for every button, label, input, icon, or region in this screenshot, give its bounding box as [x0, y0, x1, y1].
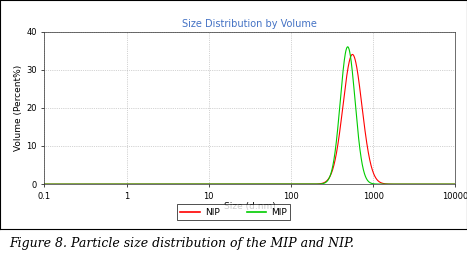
- NIP: [88, 183, 94, 186]
- MIP: [42, 183, 47, 186]
- NIP: [400, 183, 406, 186]
- MIP: [113, 183, 119, 186]
- MIP: [453, 183, 458, 186]
- Line: MIP: MIP: [44, 47, 455, 184]
- MIP: [400, 183, 406, 186]
- NIP: [445, 183, 450, 186]
- MIP: [445, 183, 450, 186]
- Title: Size Distribution by Volume: Size Distribution by Volume: [183, 19, 317, 29]
- NIP: [42, 183, 47, 186]
- MIP: [217, 183, 223, 186]
- NIP: [217, 183, 223, 186]
- Legend: NIP, MIP: NIP, MIP: [177, 204, 290, 220]
- Y-axis label: Volume (Percent%): Volume (Percent%): [14, 65, 23, 151]
- MIP: [88, 183, 94, 186]
- X-axis label: Size (d.nm): Size (d.nm): [224, 202, 276, 211]
- NIP: [350, 53, 355, 56]
- MIP: [199, 183, 205, 186]
- Line: NIP: NIP: [44, 54, 455, 184]
- NIP: [453, 183, 458, 186]
- Text: Figure 8. Particle size distribution of the MIP and NIP.: Figure 8. Particle size distribution of …: [9, 237, 354, 250]
- NIP: [113, 183, 119, 186]
- NIP: [199, 183, 205, 186]
- MIP: [345, 45, 350, 48]
